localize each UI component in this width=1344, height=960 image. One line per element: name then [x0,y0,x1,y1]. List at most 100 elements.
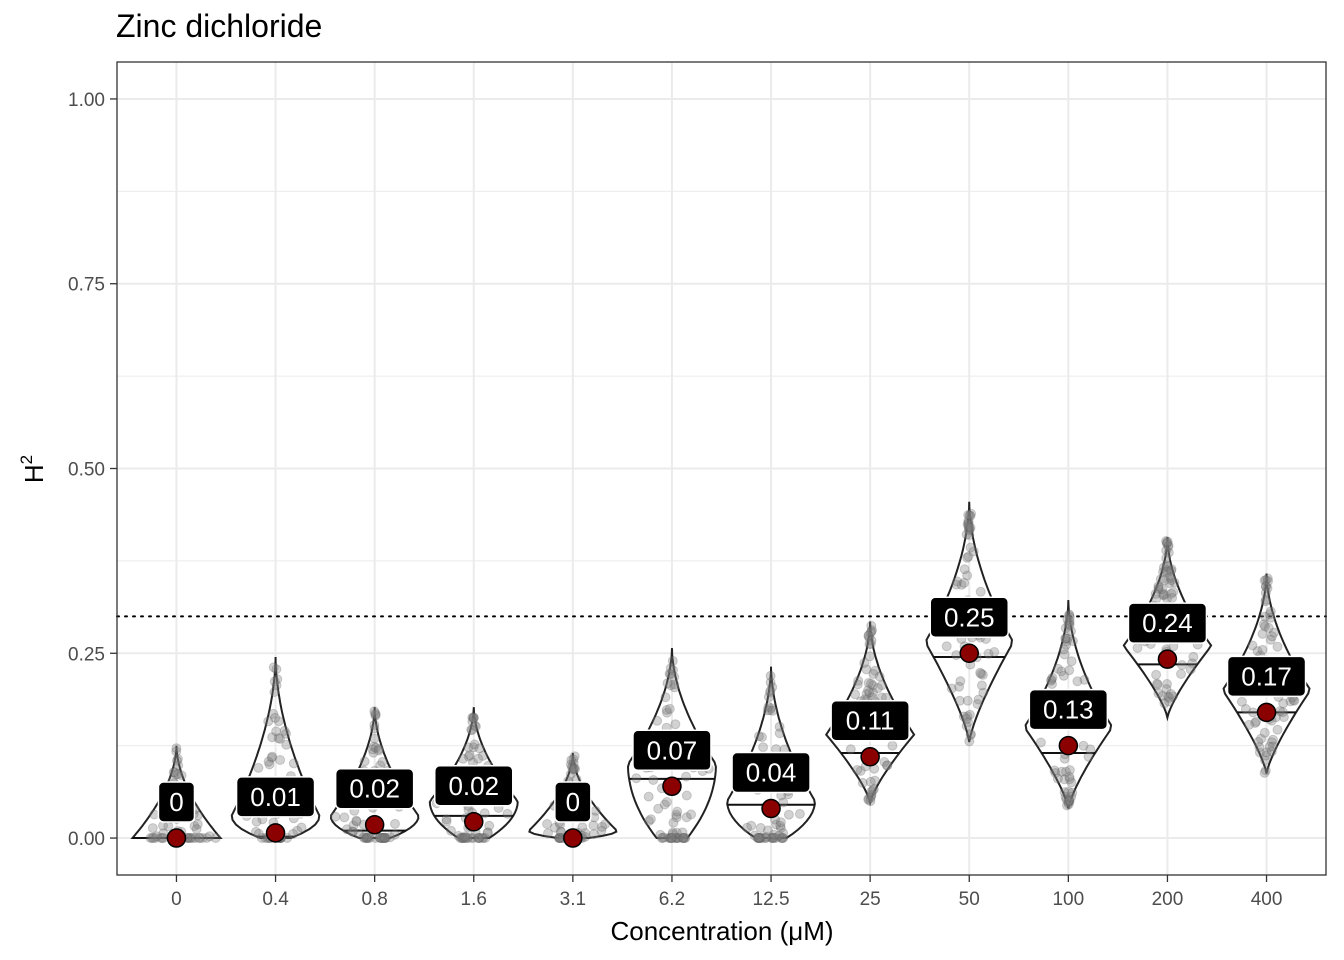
data-point [455,833,466,843]
data-point [1264,609,1275,620]
data-point [1047,672,1058,683]
mean-label-box [632,729,712,772]
data-point [1161,545,1172,556]
data-point [754,832,765,843]
data-point [963,525,974,536]
data-point [189,821,200,832]
data-point [1067,787,1078,798]
data-point [263,756,274,767]
data-point [763,692,774,702]
data-point [983,648,994,659]
data-point [171,769,182,780]
data-point [369,719,380,730]
data-point [863,630,874,641]
data-point [680,833,691,843]
x-tick-label: 3.1 [560,889,586,910]
data-point [1066,626,1076,637]
data-point [1263,576,1273,587]
data-point [1064,612,1075,623]
data-point [1060,633,1071,644]
data-point [477,833,488,843]
x-tick-label: 200 [1152,889,1184,910]
data-point [473,833,483,843]
data-point [377,833,388,843]
data-point [666,833,677,843]
data-point [1047,679,1057,690]
mean-point [1058,735,1079,756]
data-point [171,746,182,757]
data-point [1272,641,1283,652]
label-layer: 0 0.01 0.02 0.02 0 0.07 0.04 0.11 0.25 0.13 0.24 0.… [157,596,1307,848]
data-point [288,828,298,839]
data-point [1064,616,1075,627]
data-point [1056,766,1067,777]
data-point [351,815,362,826]
data-point [1059,774,1070,785]
data-point [1265,634,1276,645]
data-point [191,824,202,835]
data-point [273,716,284,727]
data-point [882,760,892,771]
data-point [173,760,184,771]
data-point [964,736,975,747]
data-point [479,808,490,819]
data-point [1035,737,1046,748]
data-point [754,833,765,843]
violin-shape [925,501,1014,743]
data-point [964,510,975,521]
data-point [1064,618,1075,629]
axis-layer: 0.00 0.25 0.50 0.75 1.00 0 0.4 0.8 1.6 3.1 6.2 12.5… [68,90,1282,910]
data-point [1260,765,1271,776]
data-point [288,758,299,769]
data-point [1163,547,1174,558]
data-point [1278,712,1289,723]
mean-point [1256,702,1277,723]
data-point [866,790,877,801]
data-point [869,775,880,786]
mean-point [563,828,583,848]
data-point [863,678,874,688]
data-point [1260,581,1271,592]
data-point [1268,627,1279,638]
data-point [1152,679,1163,690]
data-point [1266,737,1277,748]
data-point [379,833,390,843]
mean-label: 0.01 [250,782,301,812]
violin-shape [1122,537,1213,722]
x-tick-label: 0.8 [361,889,387,910]
data-point [963,510,974,520]
data-point [375,833,386,843]
data-point [1161,536,1172,546]
data-point [1240,704,1251,714]
data-point [670,719,681,730]
mean-point [265,823,286,843]
data-point [866,620,877,631]
data-point [1058,670,1069,681]
data-point [330,811,341,822]
data-point [672,833,683,843]
data-point [1258,619,1269,630]
data-point [1260,596,1271,607]
x-tick-label: 100 [1052,889,1084,910]
data-point [941,641,952,652]
data-point [766,833,777,843]
data-point [761,833,772,843]
data-point [1167,691,1178,702]
data-point [666,833,677,843]
data-point [756,833,767,843]
data-point [1253,737,1264,747]
data-point [1165,573,1176,583]
data-point [446,825,456,836]
data-point [385,832,396,843]
data-point [774,721,785,732]
data-point [753,833,764,843]
data-point [964,524,975,535]
data-point [1064,620,1075,631]
data-point [1085,744,1096,755]
data-point [746,820,757,831]
data-point [771,819,782,830]
data-point [865,792,876,803]
data-point [157,833,168,843]
data-point [468,742,479,753]
data-point [977,669,988,680]
